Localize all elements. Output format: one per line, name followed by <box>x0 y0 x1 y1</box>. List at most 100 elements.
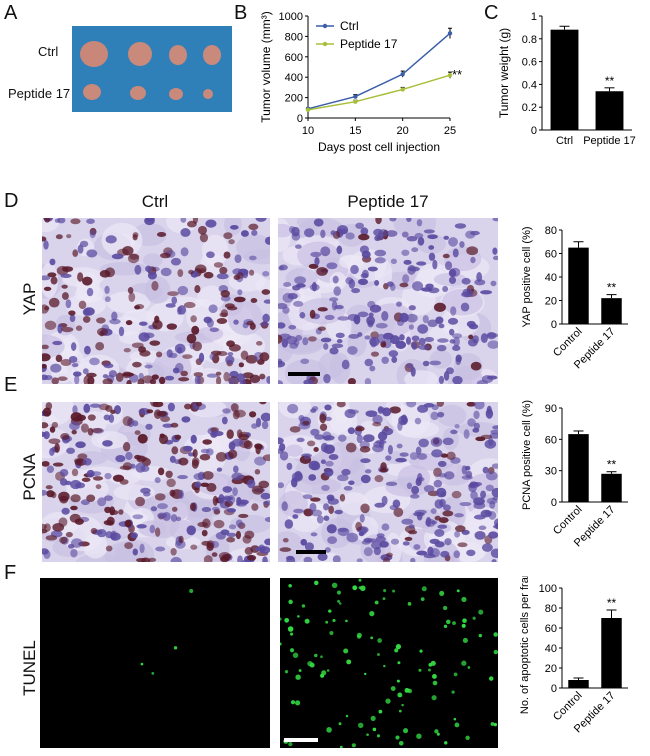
apoptotic-cell <box>374 600 379 605</box>
cell-nucleus <box>476 272 483 282</box>
cell-nucleus <box>468 323 479 330</box>
cell-nucleus <box>374 475 384 483</box>
cell-nucleus <box>324 468 334 477</box>
cell-nucleus <box>442 437 454 446</box>
cell-nucleus <box>256 340 263 346</box>
cell-nucleus <box>203 555 213 562</box>
tumor-ctrl-3 <box>169 45 187 65</box>
cell-nucleus <box>102 374 109 379</box>
apoptotic-cell <box>292 652 299 659</box>
cell-nucleus <box>460 302 470 312</box>
cell-nucleus <box>313 447 319 453</box>
apoptotic-cell <box>461 660 467 666</box>
cell-nucleus <box>72 371 82 377</box>
cell-nucleus <box>186 525 196 536</box>
apoptotic-cell <box>395 644 402 650</box>
cell-nucleus <box>437 460 447 467</box>
cell-nucleus <box>70 218 81 225</box>
apoptotic-cell <box>490 722 495 726</box>
cell-nucleus <box>123 348 131 353</box>
cell-nucleus <box>79 240 89 248</box>
y-tick-label: 20 <box>545 296 557 308</box>
cell-nucleus <box>405 336 411 345</box>
cell-nucleus <box>388 350 399 358</box>
cell-nucleus <box>324 404 332 411</box>
cell-nucleus <box>86 494 96 503</box>
cell-nucleus <box>357 311 369 318</box>
tumor-ctrl-1 <box>80 41 108 67</box>
cell-nucleus <box>143 491 151 497</box>
cell-nucleus <box>178 489 184 500</box>
y-tick-label: 0 <box>531 125 537 137</box>
cell-nucleus <box>238 433 250 441</box>
cell-nucleus <box>365 410 378 417</box>
apoptotic-cell <box>280 617 282 621</box>
cell-nucleus <box>304 228 315 238</box>
apoptotic-cell <box>452 621 456 626</box>
cell-nucleus <box>459 241 465 248</box>
cell-nucleus <box>438 323 445 329</box>
cell-nucleus <box>70 342 77 351</box>
cell-nucleus <box>360 458 371 464</box>
cell-nucleus <box>190 434 197 444</box>
y-tick-label: 30 <box>545 466 557 478</box>
cell-nucleus <box>303 454 311 460</box>
apoptotic-cell <box>346 659 352 665</box>
cell-nucleus <box>169 489 176 497</box>
cell-nucleus <box>70 494 81 503</box>
cell-nucleus <box>385 552 393 558</box>
y-tick-label: 400 <box>285 72 303 84</box>
cell-nucleus <box>177 269 184 277</box>
cell-nucleus <box>202 439 213 445</box>
apoptotic-cell <box>436 732 440 736</box>
cell-nucleus <box>43 550 51 559</box>
tissue-texture <box>83 533 108 559</box>
cell-nucleus <box>67 543 75 549</box>
cell-nucleus <box>177 475 188 480</box>
cell-nucleus <box>431 449 443 458</box>
cell-nucleus <box>279 547 292 552</box>
cell-nucleus <box>184 403 192 410</box>
cell-nucleus <box>423 229 435 234</box>
cell-nucleus <box>434 515 441 521</box>
cell-nucleus <box>49 447 55 456</box>
cell-nucleus <box>317 307 328 312</box>
x-tick-label: 20 <box>397 125 409 137</box>
cell-nucleus <box>310 532 318 537</box>
cell-nucleus <box>364 377 372 384</box>
cell-nucleus <box>154 315 160 324</box>
cell-nucleus <box>396 301 403 307</box>
cell-nucleus <box>264 538 270 546</box>
cell-nucleus <box>188 269 194 275</box>
cell-nucleus <box>299 312 306 319</box>
cell-nucleus <box>42 489 48 496</box>
cell-nucleus <box>148 557 157 562</box>
x-tick-label: 15 <box>349 125 361 137</box>
tumor-photo-svg <box>80 41 221 100</box>
panel-a-label-peptide: Peptide 17 <box>8 86 71 101</box>
cell-nucleus <box>42 353 51 362</box>
cell-nucleus <box>293 300 304 307</box>
cell-nucleus <box>110 532 121 541</box>
cell-nucleus <box>377 406 384 414</box>
cell-nucleus <box>138 346 147 353</box>
panel-letter-b: B <box>234 2 248 24</box>
series-line <box>307 74 451 111</box>
cell-nucleus <box>147 271 157 280</box>
cell-nucleus <box>480 490 487 499</box>
apoptotic-cell <box>287 626 294 632</box>
cell-nucleus <box>65 531 73 538</box>
cell-nucleus <box>417 237 425 246</box>
cell-nucleus <box>492 255 498 261</box>
cell-nucleus <box>399 312 409 323</box>
cell-nucleus <box>381 310 389 321</box>
cell-nucleus <box>105 235 117 244</box>
cell-nucleus <box>262 271 270 277</box>
cell-nucleus <box>69 314 76 323</box>
cell-nucleus <box>408 324 414 330</box>
cell-nucleus <box>364 358 374 367</box>
cell-nucleus <box>145 265 152 273</box>
apoptotic-cell <box>451 690 455 694</box>
cell-nucleus <box>416 261 427 266</box>
cell-nucleus <box>375 322 388 329</box>
